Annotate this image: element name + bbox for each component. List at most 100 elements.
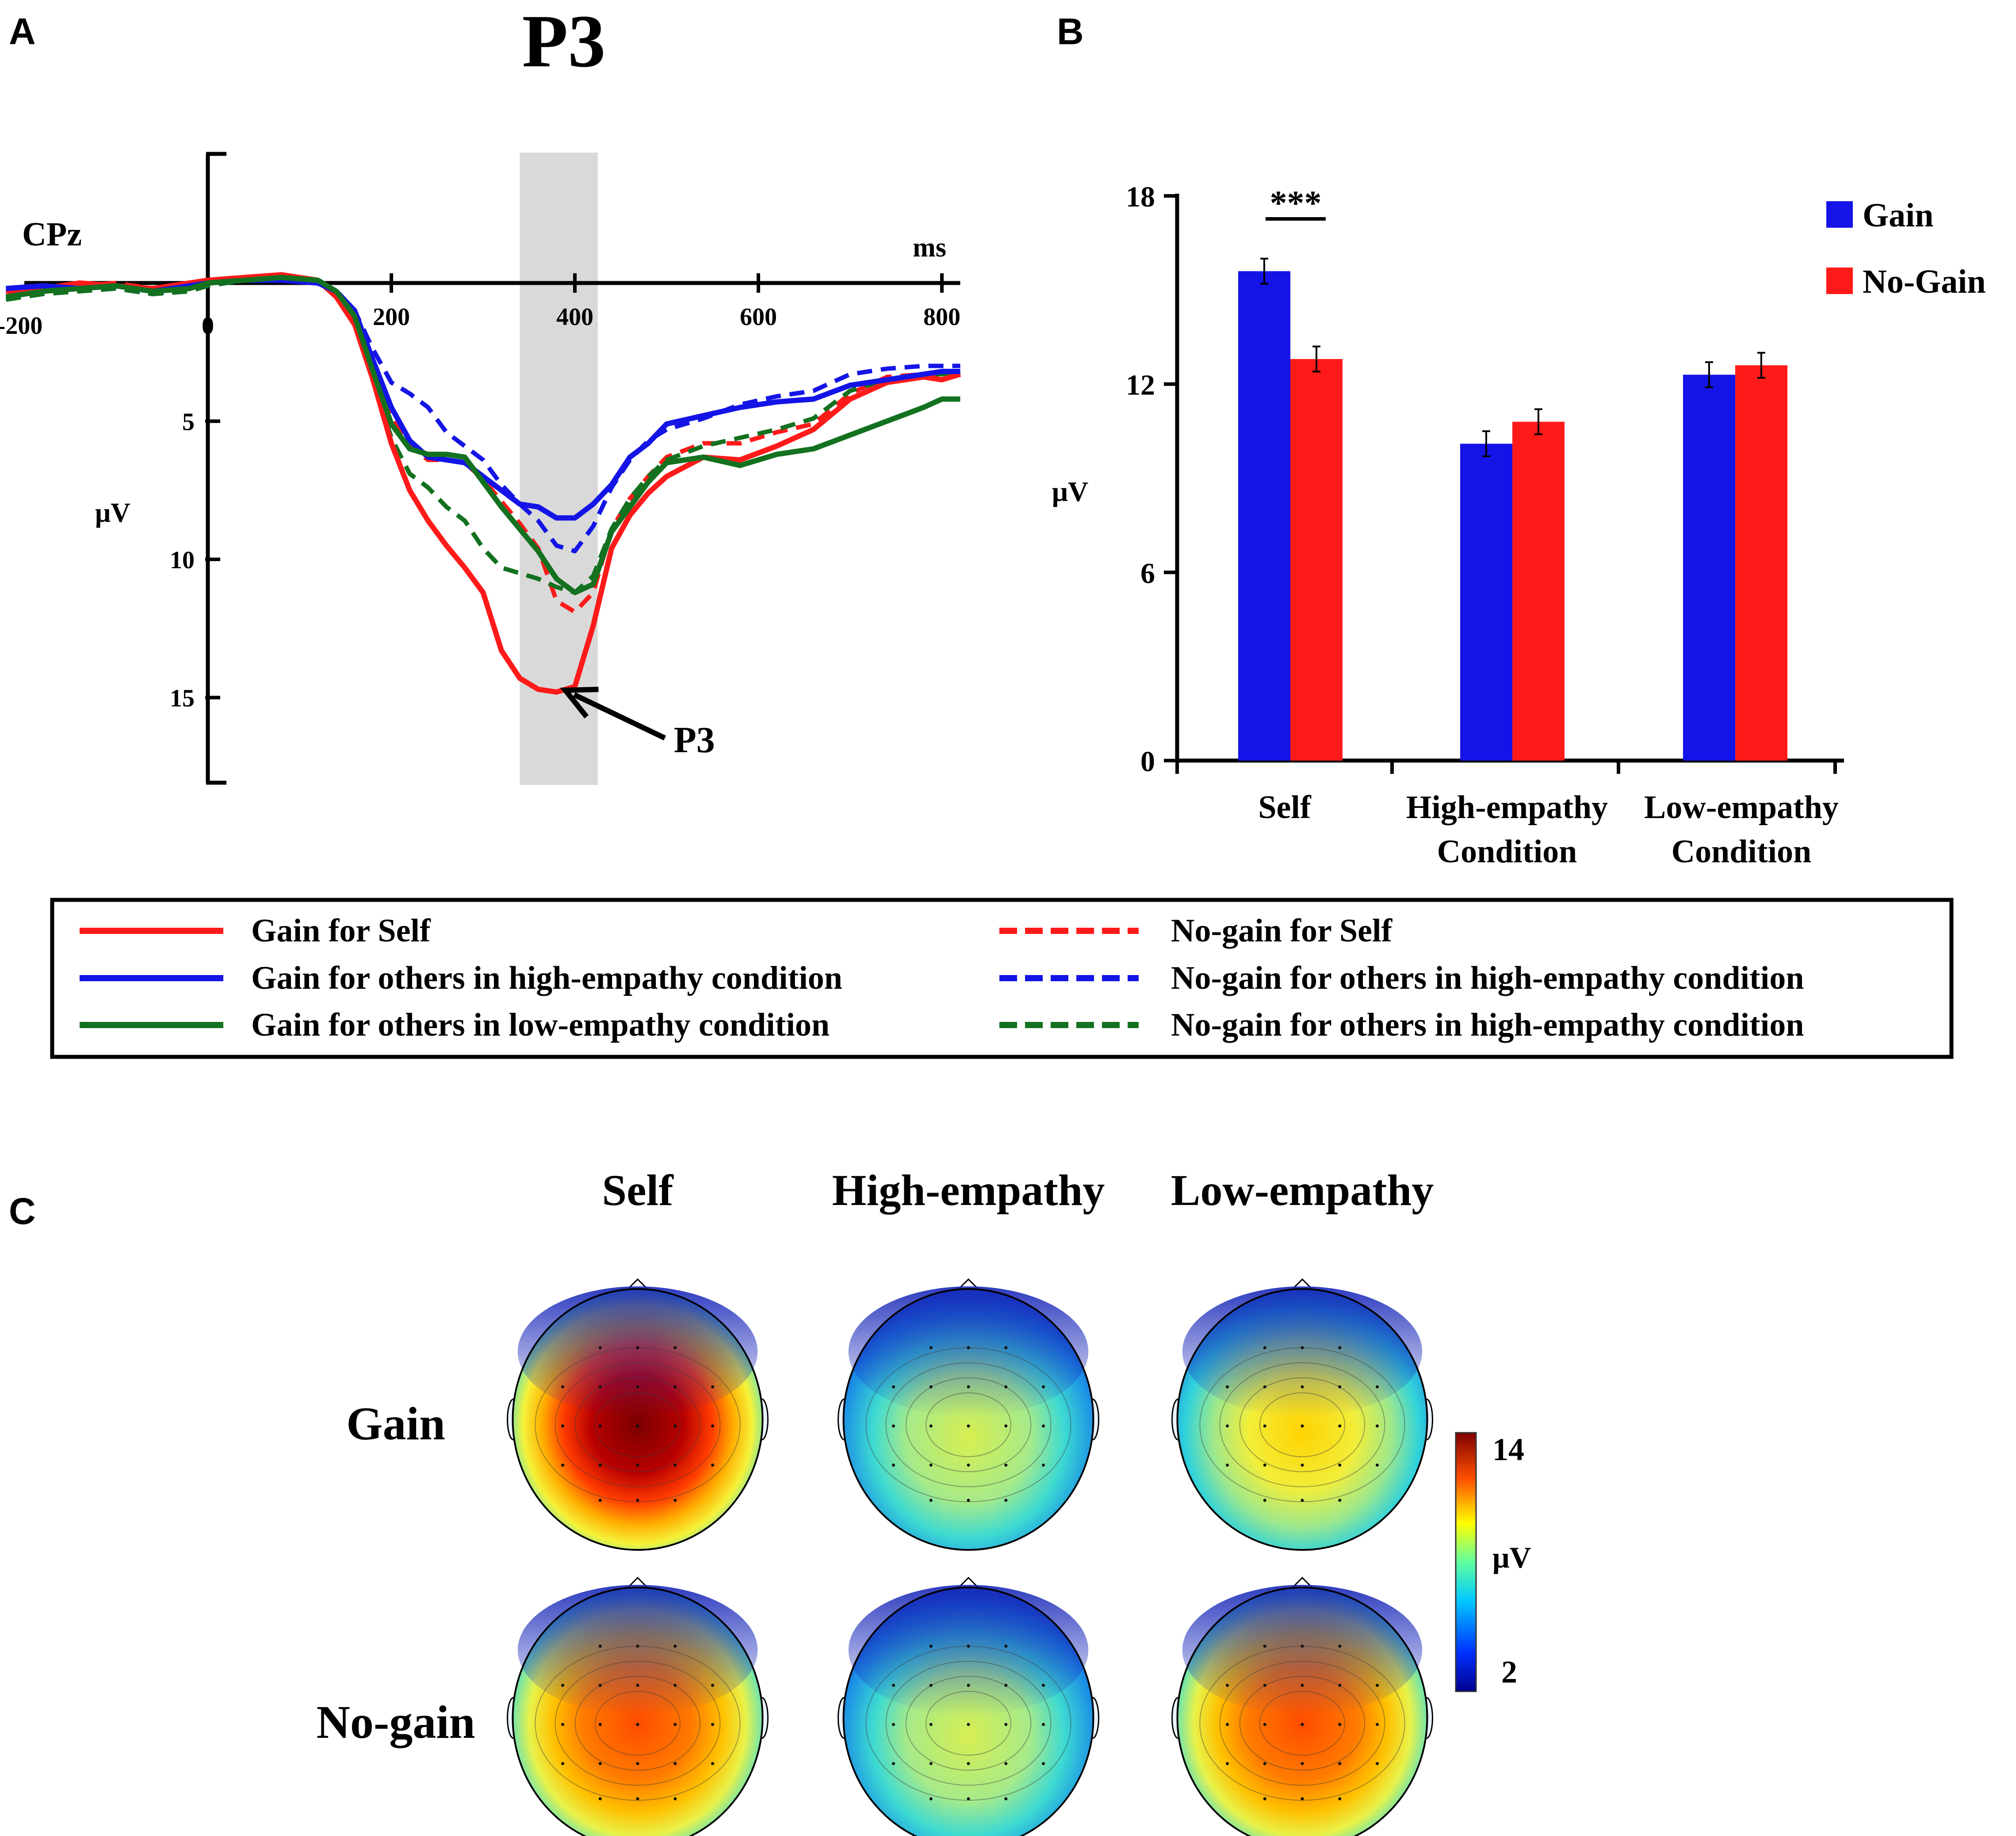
x-axis-unit: ms	[913, 233, 946, 263]
topo-contour	[594, 1392, 681, 1457]
topo-electrode	[1338, 1463, 1342, 1467]
topo-electrode	[561, 1762, 564, 1765]
topo-electrode	[1338, 1645, 1342, 1648]
y-axis-unit: μV	[95, 498, 130, 528]
topo-electrode	[711, 1424, 714, 1428]
topo-electrode	[892, 1385, 895, 1388]
bar-no-gain	[1290, 359, 1343, 761]
topo-map-gain-self	[507, 1278, 769, 1551]
topo-column-header: Low-empathy	[1171, 1166, 1434, 1215]
erp-waveform-chart: P3 -200 0 200 400 600 800 5 10 15 CPz ms μV P3	[0, 0, 961, 785]
topo-contour	[1219, 1362, 1385, 1488]
bar-category-label: Low-empathy	[1644, 789, 1839, 826]
topo-electrode	[1376, 1385, 1379, 1388]
topo-contour	[555, 1362, 721, 1488]
topo-electrode	[1042, 1424, 1045, 1428]
topo-electrode	[967, 1385, 970, 1388]
topo-electrode	[1376, 1723, 1379, 1726]
topo-contour	[1239, 1675, 1366, 1771]
topo-electrode	[1338, 1723, 1342, 1726]
topo-electrode	[1004, 1797, 1008, 1801]
topo-contour	[1219, 1660, 1385, 1786]
erp-legend: Gain for Self No-gain for Self Gain for ot…	[50, 898, 1954, 1059]
bar-gain	[1460, 444, 1512, 761]
topo-map-no-gain-self	[507, 1576, 769, 1836]
erp-axes	[24, 152, 960, 785]
topo-frontal-shade	[517, 1286, 758, 1417]
topo-electrode	[636, 1346, 639, 1350]
topo-electrode	[1004, 1499, 1008, 1502]
y-tick-label: 10	[170, 547, 195, 574]
topo-electrode	[711, 1723, 714, 1726]
topo-electrode	[1004, 1463, 1008, 1467]
p3-arrow	[573, 692, 666, 741]
topo-electrode	[1004, 1385, 1008, 1388]
topo-electrode	[1301, 1385, 1304, 1388]
topo-electrode	[1376, 1683, 1379, 1687]
topo-electrode	[561, 1683, 564, 1687]
topo-head-outline	[1176, 1288, 1428, 1551]
topo-electrode	[1226, 1463, 1229, 1467]
topo-electrode	[598, 1499, 602, 1502]
bar-y-tick-label: 12	[1126, 369, 1155, 402]
significance-marker: ***	[1266, 184, 1326, 222]
colorbar-unit-label: μV	[1492, 1541, 1531, 1574]
erp-series-line	[6, 275, 960, 554]
topo-electrode	[1338, 1762, 1342, 1765]
topo-electrode	[561, 1463, 564, 1467]
bar-category-label: High-empathy	[1406, 789, 1608, 826]
topo-electrode	[1004, 1645, 1008, 1648]
topo-electrode	[929, 1499, 933, 1502]
topo-contour	[1259, 1691, 1346, 1756]
topo-contour	[574, 1377, 701, 1473]
topo-contour	[885, 1362, 1052, 1488]
topo-electrode	[967, 1683, 970, 1687]
topo-electrode	[967, 1424, 970, 1428]
topo-electrode	[636, 1463, 639, 1467]
legend-label: Gain for others in high-empathy conditio…	[251, 960, 842, 996]
topo-electrode	[1004, 1424, 1008, 1428]
topo-electrode	[1004, 1683, 1008, 1687]
topo-electrode	[561, 1723, 564, 1726]
topo-electrode	[1042, 1762, 1045, 1765]
topo-electrode	[598, 1723, 602, 1726]
y-tick-label: 15	[170, 685, 195, 712]
topo-contour	[905, 1377, 1032, 1473]
topo-electrode	[929, 1797, 933, 1801]
topo-electrode	[1338, 1797, 1342, 1801]
topo-electrode	[598, 1797, 602, 1801]
topo-contour	[905, 1675, 1032, 1771]
topo-electrode	[1263, 1683, 1266, 1687]
topo-electrode	[598, 1645, 602, 1648]
topo-frontal-shade	[1182, 1286, 1423, 1417]
panel-label-c: C	[9, 1190, 36, 1232]
topo-electrode	[1301, 1683, 1304, 1687]
topo-electrode	[636, 1797, 639, 1801]
topo-electrode	[1226, 1424, 1229, 1428]
topo-electrode	[1042, 1683, 1045, 1687]
topo-electrode	[892, 1424, 895, 1428]
topo-electrode	[967, 1645, 970, 1648]
colorbar-scale	[1455, 1432, 1477, 1692]
bar-y-tick-label: 6	[1140, 557, 1155, 589]
legend-label-no-gain: No-Gain	[1863, 263, 1986, 300]
topo-electrode	[1263, 1346, 1266, 1350]
legend-swatch-no-gain	[1826, 268, 1853, 294]
topo-contour	[1259, 1392, 1346, 1457]
topo-electrode	[1376, 1463, 1379, 1467]
bar-no-gain	[1512, 421, 1565, 761]
topo-contour	[594, 1691, 681, 1756]
bar-category-label: Self	[1258, 789, 1312, 826]
topo-electrode	[636, 1424, 639, 1428]
colorbar-max-label: 14	[1492, 1432, 1524, 1467]
topo-electrode	[1376, 1762, 1379, 1765]
p3-annotation-label: P3	[674, 719, 715, 761]
topo-electrode	[673, 1683, 677, 1687]
colorbar: 14 μV 2	[1455, 1432, 1531, 1692]
topo-electrode	[1226, 1762, 1229, 1765]
topo-electrode	[673, 1385, 677, 1388]
topo-electrode	[1301, 1424, 1304, 1428]
x-tick-label: 400	[556, 303, 593, 331]
x-tick-label: 600	[740, 303, 777, 331]
